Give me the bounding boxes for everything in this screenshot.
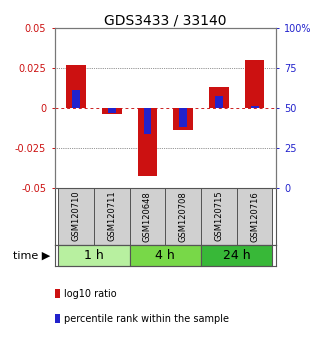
Bar [251,106,258,108]
Text: time ▶: time ▶ [13,250,50,260]
Bar [237,188,273,245]
Text: 1 h: 1 h [84,249,104,262]
Bar [173,108,193,130]
Bar [201,245,273,266]
Bar [102,108,122,114]
Text: GSM120716: GSM120716 [250,191,259,241]
Text: percentile rank within the sample: percentile rank within the sample [64,314,229,324]
Bar [130,188,165,245]
Bar [94,188,130,245]
Text: log10 ratio: log10 ratio [64,289,116,299]
Text: GSM120715: GSM120715 [214,191,223,241]
Bar [58,245,130,266]
Bar [130,245,201,266]
Bar [108,108,116,113]
Text: GSM120710: GSM120710 [72,191,81,241]
Bar [165,188,201,245]
Text: 24 h: 24 h [223,249,251,262]
Bar [245,60,265,108]
Bar [215,96,223,108]
Title: GDS3433 / 33140: GDS3433 / 33140 [104,13,227,27]
Bar [201,188,237,245]
Bar [72,90,80,108]
Bar [58,188,94,245]
Bar [143,108,152,134]
Text: GSM120648: GSM120648 [143,191,152,241]
Bar [179,108,187,127]
Bar [138,108,157,176]
Text: 4 h: 4 h [155,249,175,262]
Text: GSM120711: GSM120711 [107,191,116,241]
Text: GSM120708: GSM120708 [179,191,188,241]
Bar [66,65,86,108]
Bar [209,87,229,108]
